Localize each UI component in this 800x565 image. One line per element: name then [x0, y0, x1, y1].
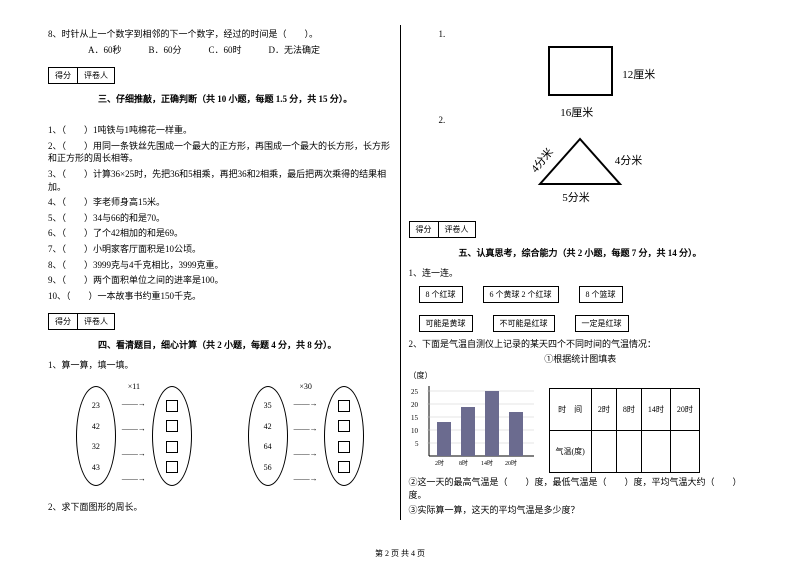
bar-chart: 25 20 15 10 5 2时 8时 14时 20时 — [409, 381, 539, 471]
section4-title: 四、看清题目，细心计算（共 2 小题，每题 4 分，共 8 分）。 — [98, 338, 392, 351]
cell — [591, 430, 616, 472]
oval-val: 42 — [264, 422, 272, 431]
answer-box — [338, 441, 350, 453]
s3-item: 8、（ ）3999克与4千克相比，3999克重。 — [48, 259, 392, 272]
mult-label: ×30 — [294, 382, 318, 391]
link-box: 8 个篮球 — [579, 286, 623, 303]
oval-val: 23 — [92, 401, 100, 410]
link-box: 不可能是红球 — [493, 315, 555, 332]
arrows: ——→——→——→——→ — [294, 391, 318, 491]
th: 14时 — [641, 388, 670, 430]
svg-text:20时: 20时 — [505, 459, 517, 467]
svg-text:20: 20 — [411, 401, 419, 409]
mult-label: ×11 — [122, 382, 146, 391]
link-row-2: 可能是黄球 不可能是红球 一定是红球 — [419, 315, 753, 332]
link-box: 可能是黄球 — [419, 315, 473, 332]
judge-label: 评卷人 — [78, 68, 114, 83]
judge-label: 评卷人 — [439, 222, 475, 237]
oval-input-2: 35 42 64 56 — [248, 386, 288, 486]
q8-text: 8、时针从上一个数字到相邻的下一个数字，经过的时间是（ ）。 — [48, 28, 392, 41]
answer-box — [166, 420, 178, 432]
score-box-4: 得分 评卷人 — [48, 313, 115, 330]
page-footer: 第 2 页 共 4 页 — [0, 548, 800, 559]
q8-options: A．60秒 B．60分 C．60时 D．无法确定 — [48, 44, 392, 57]
oval-output-1 — [152, 386, 192, 486]
section5-title: 五、认真思考，综合能力（共 2 小题，每题 7 分，共 14 分）。 — [459, 246, 753, 259]
tri-right: 4分米 — [615, 152, 643, 168]
th: 2时 — [591, 388, 616, 430]
th: 20时 — [670, 388, 699, 430]
answer-box — [166, 441, 178, 453]
score-label: 得分 — [410, 222, 439, 237]
s3-item: 2、（ ）用同一条铁丝先围成一个最大的正方形，再围成一个最大的长方形，长方形和正… — [48, 140, 392, 165]
oval-val: 32 — [92, 442, 100, 451]
oval-val: 56 — [264, 463, 272, 472]
s3-item: 7、（ ）小明家客厅面积是10公顷。 — [48, 243, 392, 256]
rect-width: 16厘米 — [560, 104, 593, 120]
s5-q2b: ②这一天的最高气温是（ ）度，最低气温是（ ）度，平均气温大约（ ）度。 — [409, 476, 753, 501]
s3-item: 9、（ ）两个面积单位之间的进率是100。 — [48, 274, 392, 287]
svg-text:25: 25 — [411, 388, 419, 396]
answer-box — [338, 400, 350, 412]
s3-item: 1、（ ）1吨铁与1吨棉花一样重。 — [48, 124, 392, 137]
cell — [616, 430, 641, 472]
y-axis-label: （度） — [409, 370, 539, 381]
fig1-num: 1. — [439, 28, 753, 41]
s3-item: 5、（ ）34与66的和是70。 — [48, 212, 392, 225]
s3-item: 6、（ ）了个42相加的和是69。 — [48, 227, 392, 240]
score-box-3: 得分 评卷人 — [48, 67, 115, 84]
chart-area: （度） 25 20 15 10 5 2时 8时 14时 20时 — [409, 370, 753, 473]
chart-title: ①根据统计图填表 — [409, 353, 753, 366]
oval-input-1: 23 42 32 43 — [76, 386, 116, 486]
answer-box — [338, 461, 350, 473]
th: 时 间 — [549, 388, 591, 430]
svg-text:10: 10 — [411, 427, 419, 435]
s5-q2c: ③实际算一算，这天的平均气温是多少度？ — [409, 504, 753, 517]
score-box-5: 得分 评卷人 — [409, 221, 476, 238]
oval-val: 43 — [92, 463, 100, 472]
triangle-figure: 4分米 4分米 5分米 — [530, 134, 630, 191]
svg-text:14时: 14时 — [481, 459, 493, 467]
section3-title: 三、仔细推敲，正确判断（共 10 小题，每题 1.5 分，共 15 分）。 — [98, 92, 392, 105]
temperature-table: 时 间 2时 8时 14时 20时 气温(度) — [549, 388, 700, 473]
s3-item: 10、（ ）一本故事书约重150千克。 — [48, 290, 392, 303]
oval-output-2 — [324, 386, 364, 486]
svg-text:5: 5 — [415, 440, 419, 448]
s3-item: 3、（ ）计算36×25时，先把36和5相乘，再把36和2相乘，最后把两次乘得的… — [48, 168, 392, 193]
s5-q2: 2、下面是气温自测仪上记录的某天四个不同时间的气温情况： — [409, 338, 753, 351]
fig2-num: 2. — [439, 114, 753, 127]
s5-q1: 1、连一连。 — [409, 267, 753, 280]
oval-val: 42 — [92, 422, 100, 431]
oval-val: 64 — [264, 442, 272, 451]
answer-box — [338, 420, 350, 432]
svg-text:2时: 2时 — [435, 459, 444, 467]
score-label: 得分 — [49, 314, 78, 329]
rect-height: 12厘米 — [622, 66, 655, 82]
link-box: 8 个红球 — [419, 286, 463, 303]
rectangle-figure — [548, 46, 613, 96]
answer-box — [166, 400, 178, 412]
link-row-1: 8 个红球 6 个黄球 2 个红球 8 个篮球 — [419, 286, 753, 303]
tri-bottom: 5分米 — [562, 189, 590, 205]
svg-text:15: 15 — [411, 414, 419, 422]
score-label: 得分 — [49, 68, 78, 83]
th: 8时 — [616, 388, 641, 430]
link-box: 一定是红球 — [575, 315, 629, 332]
answer-box — [166, 461, 178, 473]
s3-item: 4、（ ）李老师身高15米。 — [48, 196, 392, 209]
oval-val: 35 — [264, 401, 272, 410]
judge-label: 评卷人 — [78, 314, 114, 329]
cell — [670, 430, 699, 472]
cell — [641, 430, 670, 472]
row-label: 气温(度) — [549, 430, 591, 472]
arrows: ——→——→——→——→ — [122, 391, 146, 491]
link-box: 6 个黄球 2 个红球 — [483, 286, 559, 303]
oval-diagram: 23 42 32 43 ×11 ——→——→——→——→ — [48, 382, 392, 491]
svg-text:8时: 8时 — [459, 459, 468, 467]
left-column: 8、时针从上一个数字到相邻的下一个数字，经过的时间是（ ）。 A．60秒 B．6… — [40, 25, 401, 520]
s4-q1: 1、算一算，填一填。 — [48, 359, 392, 372]
s4-q2: 2、求下面图形的周长。 — [48, 501, 392, 514]
right-column: 1. 12厘米 16厘米 2. 4分米 4分米 5分米 得分 评卷人 五、认真思… — [401, 25, 761, 520]
